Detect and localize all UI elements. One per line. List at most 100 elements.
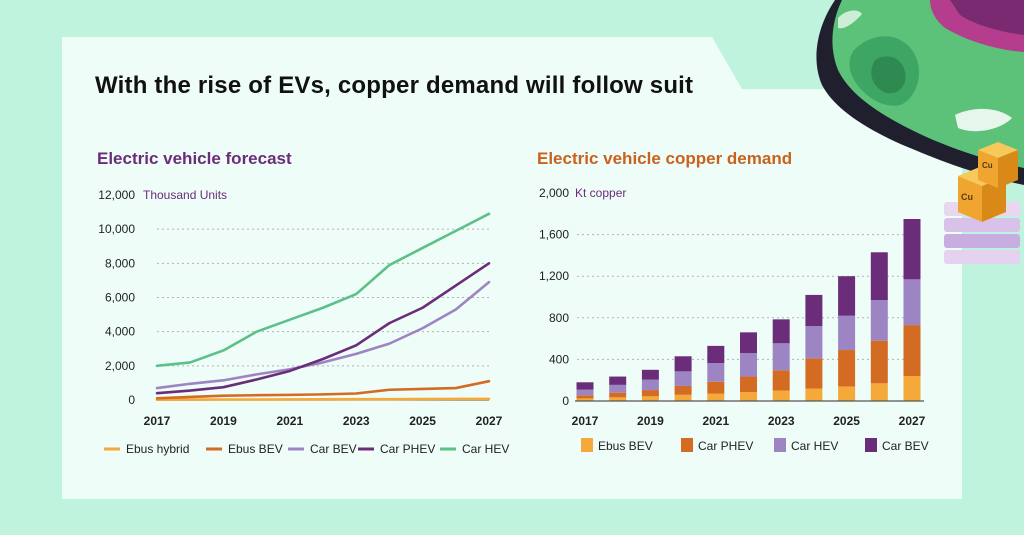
copper-cube-stack-icon: Cu Cu <box>944 142 1020 264</box>
legend-label: Ebus BEV <box>598 439 653 453</box>
legend-label: Car HEV <box>791 439 838 453</box>
legend-swatch <box>865 438 877 452</box>
bar-segment <box>609 376 627 385</box>
bar-segment <box>838 315 856 351</box>
x-tick-label: 2019 <box>637 414 664 428</box>
bar-segment <box>576 382 594 390</box>
y-tick-label: 0 <box>128 393 135 407</box>
bar-segment <box>870 252 888 301</box>
bar-segment <box>740 353 757 377</box>
bar-segment <box>838 386 856 401</box>
bar-segment <box>772 370 790 391</box>
legend-label: Car PHEV <box>698 439 753 453</box>
y-tick-label: 2,000 <box>539 186 569 200</box>
bar-segment <box>870 300 888 341</box>
bar-segment <box>805 326 823 359</box>
x-tick-label: 2021 <box>702 414 729 428</box>
y-tick-label: 12,000 <box>98 188 135 202</box>
bar-segment <box>903 376 921 401</box>
y-unit-label: Thousand Units <box>143 188 227 202</box>
bar-segment <box>772 319 790 344</box>
bar-segment <box>641 379 659 391</box>
bar-segment <box>805 388 823 401</box>
bar-segment <box>609 392 627 398</box>
y-tick-label: 1,200 <box>539 269 569 283</box>
bar-segment <box>707 393 725 401</box>
y-tick-label: 0 <box>562 394 569 408</box>
series-line <box>155 379 491 400</box>
x-tick-label: 2027 <box>476 414 503 428</box>
series-line <box>155 397 491 401</box>
bar-segment <box>870 383 888 401</box>
bar-segment <box>641 390 659 397</box>
x-tick-label: 2027 <box>899 414 926 428</box>
line-chart-title: Electric vehicle forecast <box>97 149 292 168</box>
bar-segment <box>674 394 692 401</box>
bar-segment <box>609 397 627 401</box>
y-unit-label: Kt copper <box>575 186 626 200</box>
series-line <box>155 262 491 395</box>
legend-label: Car HEV <box>462 442 509 456</box>
y-tick-label: 6,000 <box>105 291 135 305</box>
bar-segment <box>576 395 594 399</box>
bar-segment <box>740 376 757 393</box>
bar-segment <box>641 369 659 380</box>
bar-segment <box>707 381 725 394</box>
x-tick-label: 2021 <box>276 414 303 428</box>
bar-segment <box>576 389 594 396</box>
y-tick-label: 800 <box>549 311 569 325</box>
y-tick-label: 1,600 <box>539 228 569 242</box>
series-line <box>155 212 491 368</box>
bar-segment <box>609 384 627 393</box>
y-tick-label: 8,000 <box>105 256 135 270</box>
bar-segment <box>903 325 921 377</box>
legend-label: Car BEV <box>882 439 929 453</box>
bar-segment <box>772 390 790 401</box>
bar-segment <box>707 345 725 364</box>
bar-segment <box>707 363 725 382</box>
x-tick-label: 2023 <box>768 414 795 428</box>
bar-segment <box>870 340 888 384</box>
bar-segment <box>641 396 659 401</box>
bar-segment <box>903 279 921 326</box>
legend-swatch <box>681 438 693 452</box>
series-line <box>155 280 491 390</box>
bar-segment <box>740 332 757 354</box>
bar-segment <box>838 276 856 316</box>
bar-segment <box>674 385 692 395</box>
x-tick-label: 2025 <box>833 414 860 428</box>
legend-label: Ebus hybrid <box>126 442 189 456</box>
y-tick-label: 2,000 <box>105 359 135 373</box>
page-title: With the rise of EVs, copper demand will… <box>95 72 694 99</box>
legend-swatch <box>774 438 786 452</box>
bar-segment <box>740 392 757 401</box>
y-tick-label: 4,000 <box>105 325 135 339</box>
bar-segment <box>674 371 692 386</box>
bar-segment <box>838 350 856 387</box>
legend-label: Car PHEV <box>380 442 435 456</box>
legend-label: Car BEV <box>310 442 357 456</box>
cube-label: Cu <box>961 192 973 202</box>
cube-label: Cu <box>982 161 993 170</box>
bar-segment <box>674 356 692 372</box>
bar-chart-title: Electric vehicle copper demand <box>537 149 793 168</box>
bar-segment <box>576 398 594 401</box>
bar-segment <box>903 219 921 280</box>
chart-panel <box>62 37 962 499</box>
x-tick-label: 2023 <box>343 414 370 428</box>
y-tick-label: 400 <box>549 352 569 366</box>
green-car-icon <box>816 0 1024 185</box>
legend-label: Ebus BEV <box>228 442 283 456</box>
legend-swatch <box>581 438 593 452</box>
x-tick-label: 2017 <box>572 414 599 428</box>
bar-segment <box>805 294 823 327</box>
x-tick-label: 2017 <box>144 414 171 428</box>
x-tick-label: 2025 <box>409 414 436 428</box>
bar-segment <box>772 343 790 371</box>
x-tick-label: 2019 <box>210 414 237 428</box>
bar-segment <box>805 358 823 389</box>
y-tick-label: 10,000 <box>98 222 135 236</box>
